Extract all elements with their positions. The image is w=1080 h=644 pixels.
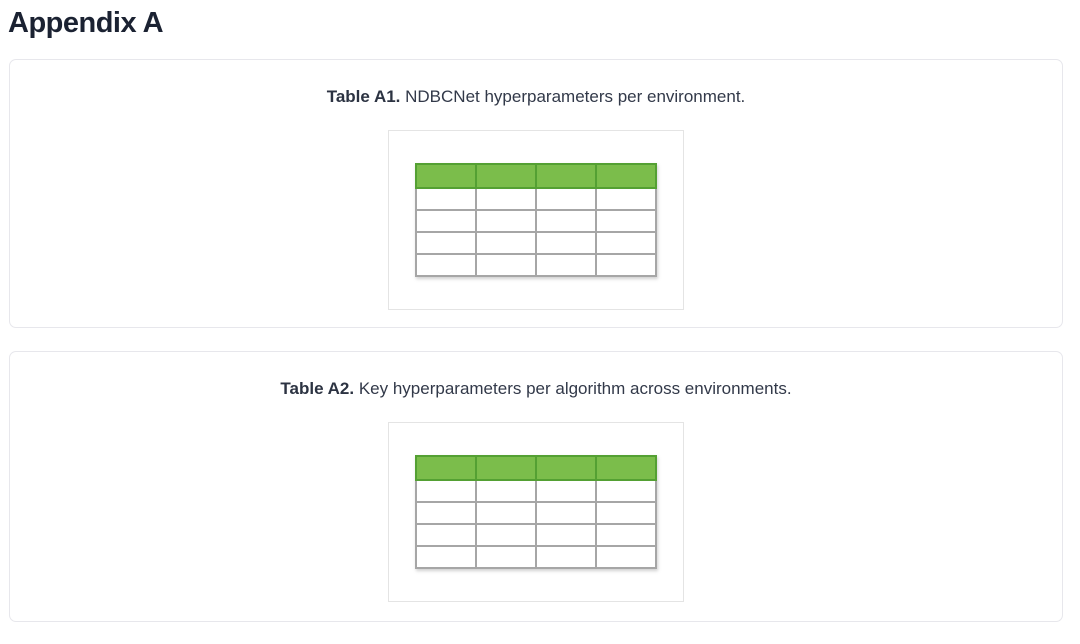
table-placeholder-grid xyxy=(415,455,657,570)
table-placeholder-graphic xyxy=(415,163,657,278)
table-a2-caption-text: Key hyperparameters per algorithm across… xyxy=(354,378,792,398)
table-placeholder-graphic xyxy=(415,455,657,570)
table-a2-figure-image xyxy=(388,422,684,603)
table-a2-caption-label: Table A2. xyxy=(280,378,355,398)
table-a1-caption: Table A1. NDBCNet hyperparameters per en… xyxy=(30,86,1042,107)
page-title: Appendix A xyxy=(8,7,164,39)
table-a1-card: Table A1. NDBCNet hyperparameters per en… xyxy=(9,58,1063,328)
table-a2-caption: Table A2. Key hyperparameters per algori… xyxy=(30,378,1042,399)
table-a1-caption-text: NDBCNet hyperparameters per environment. xyxy=(400,86,746,106)
table-a1-caption-label: Table A1. xyxy=(326,86,401,106)
table-placeholder-grid xyxy=(415,163,657,278)
appendix-page: Appendix A Table A1. NDBCNet hyperparame… xyxy=(8,7,1063,622)
table-a1-figure-image xyxy=(388,130,684,311)
table-a2-card: Table A2. Key hyperparameters per algori… xyxy=(9,350,1063,622)
